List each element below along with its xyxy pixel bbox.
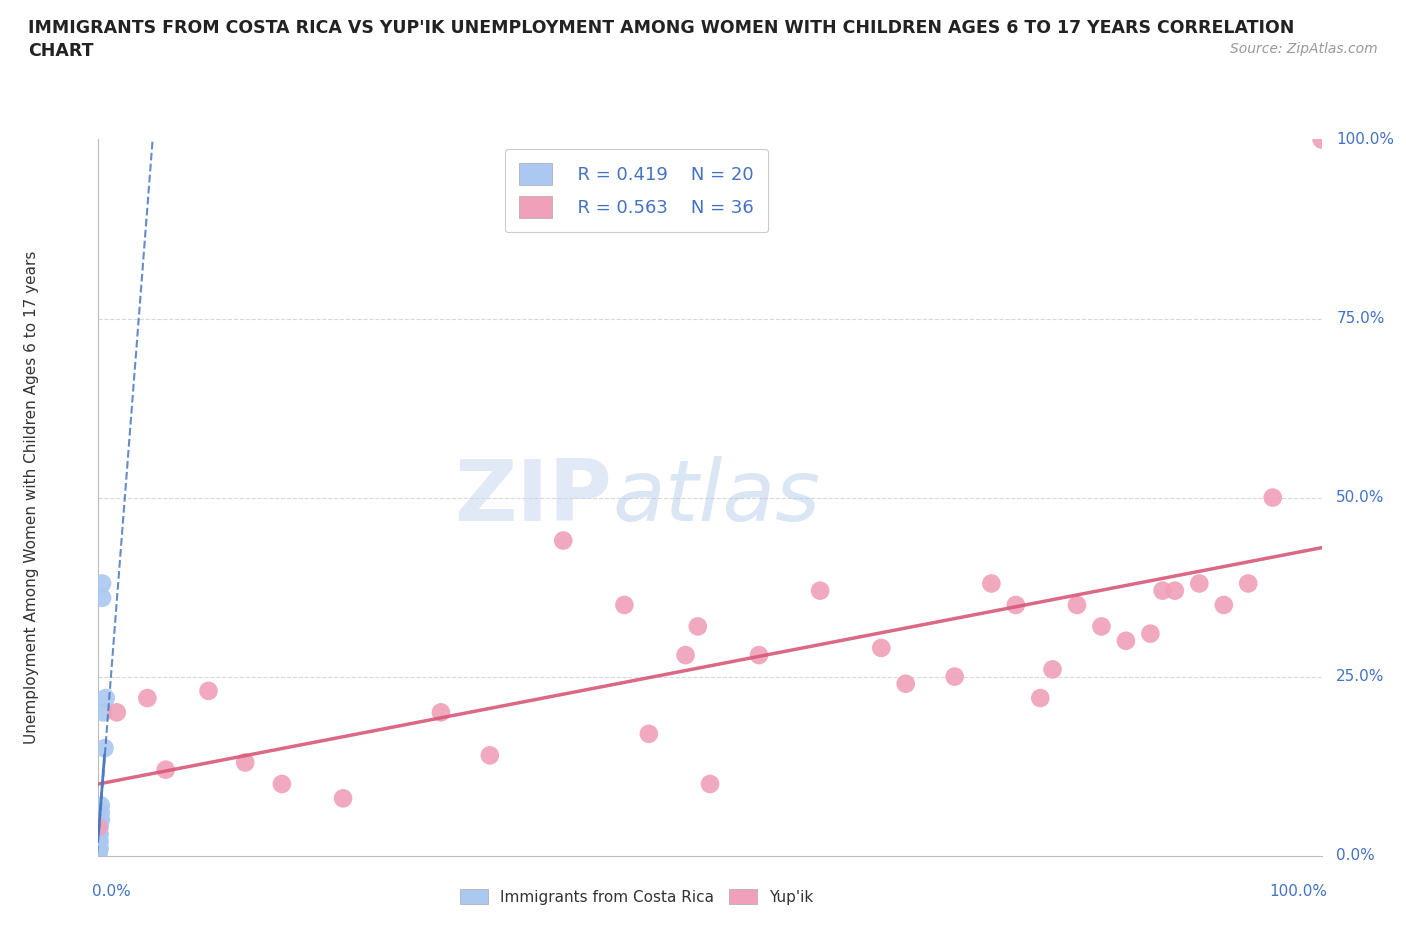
Point <box>613 598 636 613</box>
Point <box>1212 598 1234 613</box>
Point <box>1261 490 1284 505</box>
Point <box>89 834 111 849</box>
Point <box>94 691 117 706</box>
Point <box>637 726 661 741</box>
Point <box>89 819 111 834</box>
Text: IMMIGRANTS FROM COSTA RICA VS YUP'IK UNEMPLOYMENT AMONG WOMEN WITH CHILDREN AGES: IMMIGRANTS FROM COSTA RICA VS YUP'IK UNE… <box>28 19 1295 36</box>
Point <box>748 647 770 662</box>
Text: 100.0%: 100.0% <box>1270 884 1327 899</box>
Text: 50.0%: 50.0% <box>1336 490 1385 505</box>
Point <box>1152 583 1174 598</box>
Point <box>90 798 112 813</box>
Point <box>553 533 575 548</box>
Point <box>894 676 917 691</box>
Text: 25.0%: 25.0% <box>1336 669 1385 684</box>
Point <box>1139 626 1161 641</box>
Point <box>93 740 115 755</box>
Point <box>1164 583 1187 598</box>
Point <box>1115 633 1137 648</box>
Point <box>91 576 114 591</box>
Point <box>1066 598 1088 613</box>
Point <box>1237 576 1260 591</box>
Point <box>233 755 256 770</box>
Point <box>89 841 111 856</box>
Text: atlas: atlas <box>612 456 820 539</box>
Point <box>136 691 159 706</box>
Point <box>91 705 114 720</box>
Legend: Immigrants from Costa Rica, Yup'ik: Immigrants from Costa Rica, Yup'ik <box>453 881 821 912</box>
Point <box>87 844 110 859</box>
Point <box>91 591 114 605</box>
Point <box>332 790 354 805</box>
Point <box>1042 662 1064 677</box>
Text: 75.0%: 75.0% <box>1336 311 1385 326</box>
Point <box>270 777 294 791</box>
Point <box>686 619 709 634</box>
Point <box>430 705 453 720</box>
Point <box>87 844 110 859</box>
Text: Source: ZipAtlas.com: Source: ZipAtlas.com <box>1230 42 1378 56</box>
Point <box>478 748 501 763</box>
Text: CHART: CHART <box>28 42 94 60</box>
Point <box>699 777 721 791</box>
Text: 100.0%: 100.0% <box>1336 132 1395 147</box>
Point <box>808 583 831 598</box>
Point <box>980 576 1002 591</box>
Point <box>197 684 219 698</box>
Point <box>90 813 112 828</box>
Text: 0.0%: 0.0% <box>93 884 131 899</box>
Point <box>155 763 177 777</box>
Point <box>1029 691 1052 706</box>
Point <box>87 846 110 861</box>
Point <box>87 819 110 834</box>
Point <box>87 841 110 856</box>
Text: 0.0%: 0.0% <box>1336 848 1375 863</box>
Point <box>87 827 110 842</box>
Text: Unemployment Among Women with Children Ages 6 to 17 years: Unemployment Among Women with Children A… <box>24 251 38 744</box>
Point <box>1090 619 1112 634</box>
Point <box>870 641 893 656</box>
Text: ZIP: ZIP <box>454 456 612 539</box>
Point <box>943 670 966 684</box>
Point <box>87 844 110 859</box>
Point <box>105 705 128 720</box>
Point <box>1310 132 1333 147</box>
Point <box>90 805 112 820</box>
Point <box>1188 576 1211 591</box>
Point <box>87 834 110 849</box>
Point <box>89 813 111 828</box>
Point <box>1004 598 1026 613</box>
Point <box>89 827 111 842</box>
Point <box>675 647 697 662</box>
